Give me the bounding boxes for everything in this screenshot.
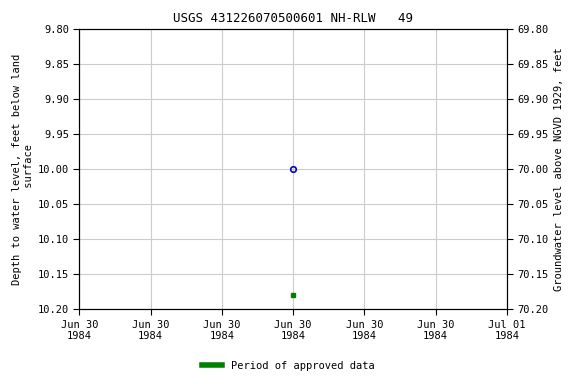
- Y-axis label: Groundwater level above NGVD 1929, feet: Groundwater level above NGVD 1929, feet: [554, 47, 564, 291]
- Y-axis label: Depth to water level, feet below land
 surface: Depth to water level, feet below land su…: [12, 53, 33, 285]
- Title: USGS 431226070500601 NH-RLW   49: USGS 431226070500601 NH-RLW 49: [173, 12, 413, 25]
- Legend: Period of approved data: Period of approved data: [198, 357, 378, 375]
